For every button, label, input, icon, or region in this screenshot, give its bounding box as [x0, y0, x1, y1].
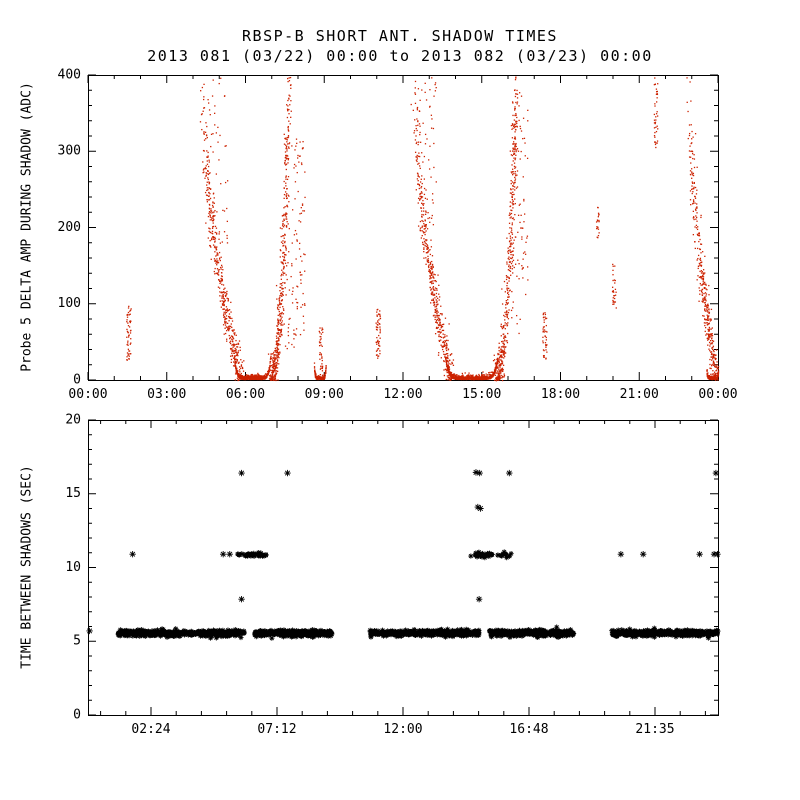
- chart-title: RBSP-B SHORT ANT. SHADOW TIMES: [242, 27, 558, 45]
- chart-subtitle: 2013 081 (03/22) 00:00 to 2013 082 (03/2…: [147, 47, 653, 65]
- bottom-y-axis-label: TIME BETWEEN SHADOWS (SEC): [19, 465, 35, 669]
- top-y-axis-label: Probe 5 DELTA AMP DURING SHADOW (ADC): [19, 82, 35, 372]
